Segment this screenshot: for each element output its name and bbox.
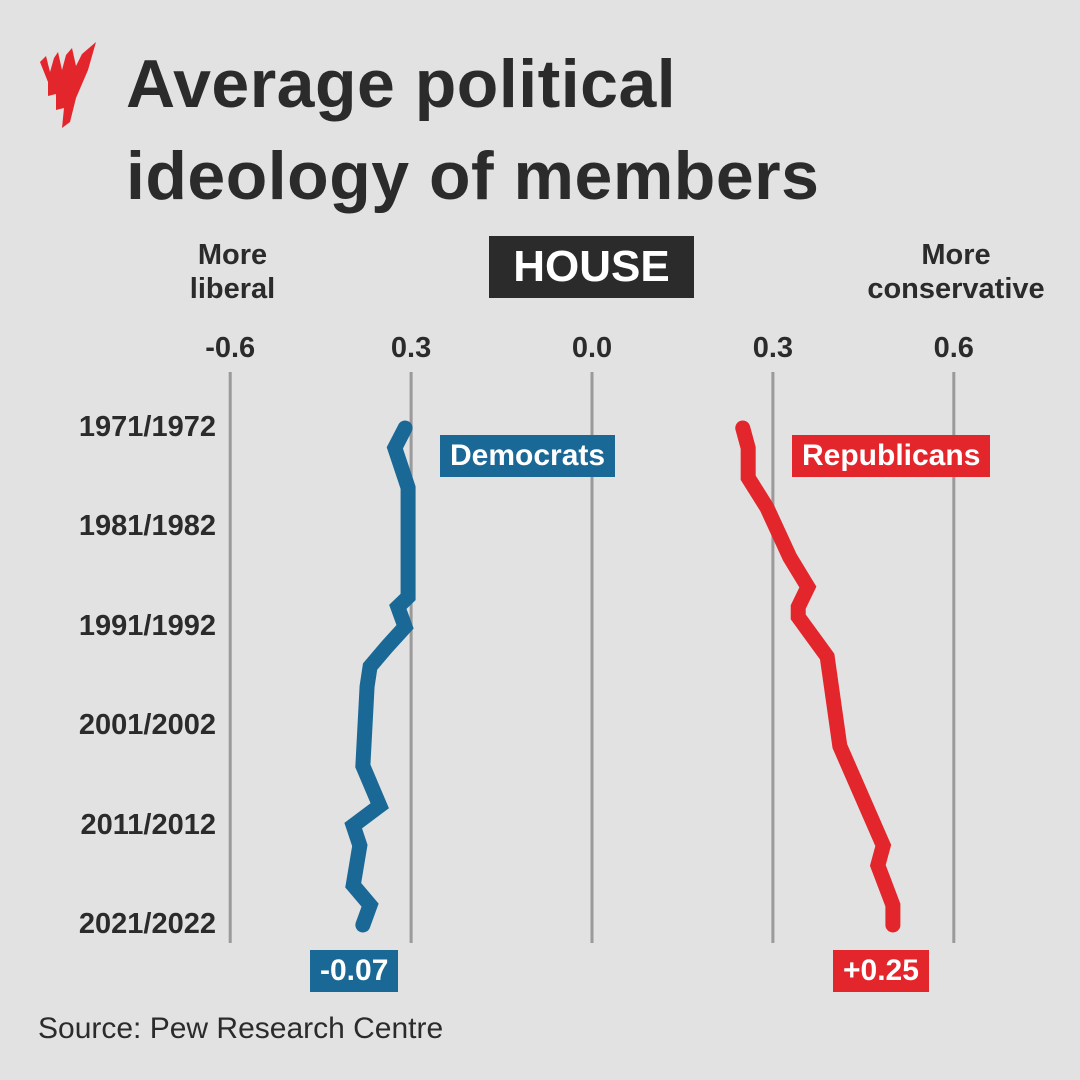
- x-tick-label: -0.6: [205, 332, 256, 364]
- series-end-label: +0.25: [833, 950, 929, 992]
- x-tick-label: 0.0: [571, 332, 613, 364]
- y-tick-label: 1991/1992: [78, 609, 216, 642]
- y-tick-label: 2011/2012: [80, 808, 216, 841]
- y-tick-label: 2021/2022: [78, 908, 216, 940]
- series-line-democrats: [344, 420, 416, 933]
- label-line: conservative: [867, 273, 1045, 305]
- series-label: Democrats: [440, 435, 616, 477]
- house-panel-label: HOUSE: [489, 236, 694, 298]
- x-tick-label: 0.6: [933, 332, 974, 364]
- y-tick-label: 2001/2002: [78, 709, 216, 742]
- title-line: Average political: [126, 46, 677, 122]
- y-tick-label: 1981/1982: [78, 510, 216, 543]
- more-conservative-label: More conservative: [846, 238, 1066, 306]
- more-liberal-label: More liberal: [170, 238, 295, 306]
- series-line-republicans: [735, 420, 901, 933]
- title-line: ideology of members: [126, 138, 820, 214]
- label-line: liberal: [189, 273, 276, 305]
- y-tick-label: 1971/1972: [78, 411, 216, 443]
- x-tick-label: 0.3: [390, 332, 432, 364]
- sbs-logo: [40, 42, 96, 128]
- label-line: More: [197, 239, 268, 271]
- series-end-label: -0.07: [310, 950, 399, 992]
- source-note: Source: Pew Research Centre: [38, 1012, 444, 1045]
- chart-title: Average political ideology of members: [126, 38, 819, 222]
- label-line: More: [921, 239, 991, 271]
- series-label: Republicans: [792, 435, 991, 477]
- x-tick-label: 0.3: [752, 332, 794, 364]
